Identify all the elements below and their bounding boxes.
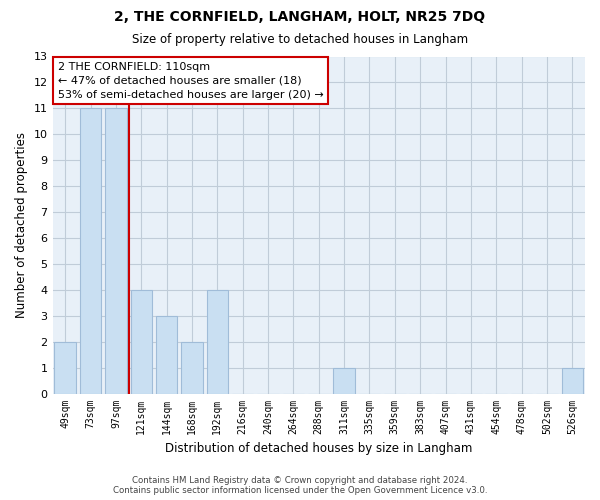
Text: 2 THE CORNFIELD: 110sqm
← 47% of detached houses are smaller (18)
53% of semi-de: 2 THE CORNFIELD: 110sqm ← 47% of detache… [58,62,323,100]
Bar [206,290,228,394]
Bar [55,342,76,394]
Text: Contains HM Land Registry data © Crown copyright and database right 2024.
Contai: Contains HM Land Registry data © Crown c… [113,476,487,495]
Bar [105,108,127,394]
Bar [334,368,355,394]
Text: Size of property relative to detached houses in Langham: Size of property relative to detached ho… [132,32,468,46]
Bar [181,342,203,394]
Y-axis label: Number of detached properties: Number of detached properties [15,132,28,318]
Text: 2, THE CORNFIELD, LANGHAM, HOLT, NR25 7DQ: 2, THE CORNFIELD, LANGHAM, HOLT, NR25 7D… [115,10,485,24]
Bar [562,368,583,394]
X-axis label: Distribution of detached houses by size in Langham: Distribution of detached houses by size … [165,442,472,455]
Bar [156,316,178,394]
Bar [131,290,152,394]
Bar [80,108,101,394]
